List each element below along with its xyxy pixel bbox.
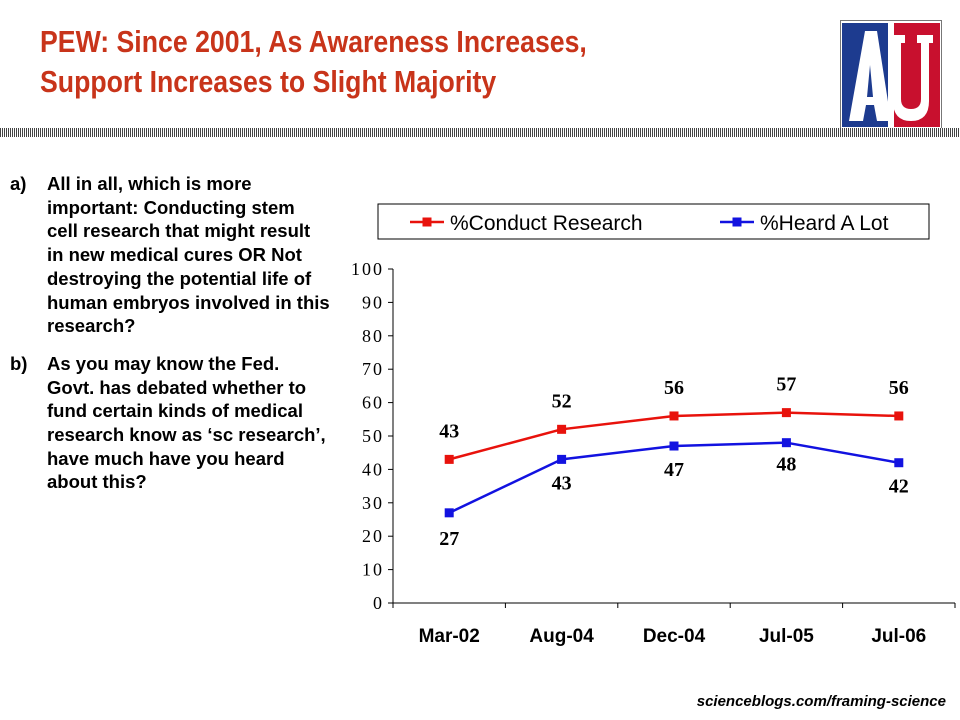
y-tick-label: 60 [362,393,384,413]
legend-entry: %Conduct Research [450,212,643,235]
y-tick-label: 90 [362,292,384,312]
title-line-1: PEW: Since 2001, As Awareness Increases, [40,24,587,59]
data-point [557,424,567,434]
legend-entry: %Heard A Lot [760,212,889,235]
header-divider [0,128,960,137]
data-label: 27 [439,528,459,550]
y-tick-label: 10 [362,560,384,580]
x-tick-label: Jul-06 [871,626,926,647]
university-logo [840,20,942,130]
data-point [781,408,791,418]
data-point [669,441,679,451]
x-tick-label: Aug-04 [529,626,594,647]
y-tick-label: 20 [362,526,384,546]
legend-swatch-marker [732,217,742,227]
y-tick-label: 80 [362,326,384,346]
y-tick-label: 100 [351,259,384,279]
legend-swatch-marker [422,217,432,227]
x-tick-label: Dec-04 [643,626,706,647]
data-point [557,454,567,464]
data-label: 47 [664,459,684,481]
data-point [669,411,679,421]
data-label: 43 [552,472,572,494]
source-credit: scienceblogs.com/framing-science [696,693,946,710]
au-logo-mark [842,23,940,127]
data-point [781,438,791,448]
question-b: b) As you may know the Fed. Govt. has de… [10,352,330,494]
data-point [894,458,904,468]
question-b-text: As you may know the Fed. Govt. has debat… [47,352,326,493]
y-tick-label: 50 [362,426,384,446]
data-point [894,411,904,421]
question-b-marker: b) [10,352,28,374]
x-tick-label: Jul-05 [759,626,814,647]
question-a-text: All in all, which is more important: Con… [47,173,330,337]
question-a-marker: a) [10,173,27,194]
data-label: 56 [664,377,684,399]
legend-box [377,203,930,240]
y-tick-label: 30 [362,493,384,513]
data-point [444,454,454,464]
page-title: PEW: Since 2001, As Awareness Increases,… [40,22,711,102]
data-point [444,508,454,518]
y-tick-label: 40 [362,459,384,479]
data-label: 56 [889,377,909,399]
question-a: a) All in all, which is more important: … [10,172,330,338]
data-label: 52 [552,390,572,412]
title-line-2: Support Increases to Slight Majority [40,64,497,99]
data-label: 42 [889,476,909,498]
y-tick-label: 70 [362,359,384,379]
y-tick-label: 0 [373,593,384,613]
survey-questions: a) All in all, which is more important: … [10,172,330,494]
data-label: 43 [439,420,459,442]
data-label: 57 [776,374,796,396]
x-tick-label: Mar-02 [419,626,480,647]
data-label: 48 [776,454,796,476]
